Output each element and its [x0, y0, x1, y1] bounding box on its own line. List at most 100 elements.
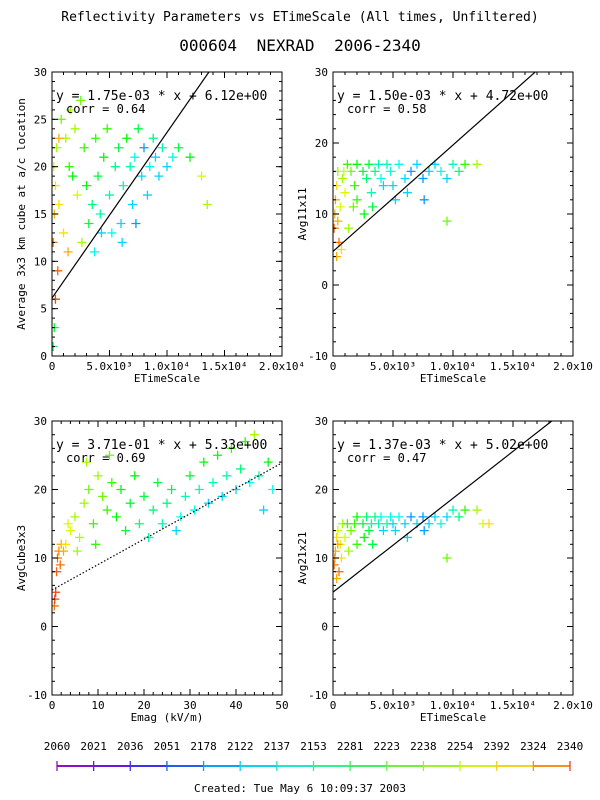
data-point [144, 532, 154, 542]
correlation-label: corr = 0.69 [66, 451, 145, 465]
data-point [368, 539, 378, 549]
data-point [352, 539, 362, 549]
y-tick-label: 10 [315, 208, 328, 221]
data-point [430, 512, 440, 522]
colorbar-label: 2021 [80, 740, 107, 753]
data-point [359, 532, 369, 542]
data-point [65, 105, 75, 115]
data-points [333, 505, 494, 584]
data-point [72, 190, 82, 200]
data-point [64, 162, 74, 172]
colorbar-label: 2324 [520, 740, 547, 753]
data-point [336, 245, 346, 254]
data-point [240, 437, 250, 447]
y-tick-label: 15 [34, 208, 47, 221]
data-point [88, 519, 98, 529]
x-tick-label: 1.5x10⁴ [490, 699, 536, 712]
data-point [171, 526, 181, 536]
colorbar-label: 2392 [483, 740, 510, 753]
data-point [59, 546, 68, 556]
colorbar-label: 2254 [447, 740, 474, 753]
data-point [76, 95, 86, 105]
data-point [96, 228, 106, 238]
data-point [424, 519, 434, 529]
data-point [93, 471, 103, 481]
data-point [348, 202, 358, 212]
correlation-label: corr = 0.47 [347, 451, 426, 465]
data-point [364, 159, 374, 169]
colorbar-label: 2178 [190, 740, 217, 753]
data-point [436, 166, 446, 176]
data-point [484, 519, 494, 529]
data-point [268, 485, 278, 494]
data-point [333, 574, 342, 584]
data-point [388, 181, 398, 191]
data-point [362, 174, 372, 183]
data-point [82, 457, 91, 467]
data-point [157, 143, 167, 153]
data-point [185, 152, 195, 162]
data-point [454, 512, 464, 522]
y-tick-label: 30 [34, 415, 47, 428]
data-point [472, 159, 482, 169]
data-point [102, 505, 112, 515]
data-point [139, 491, 149, 501]
data-point [105, 450, 114, 460]
data-point [145, 162, 155, 172]
data-point [87, 200, 97, 210]
y-axis-label: Average 3x3 km cube at a/c location [15, 98, 28, 330]
data-point [131, 218, 141, 228]
data-point [386, 512, 396, 522]
data-point [75, 532, 85, 542]
data-points [52, 95, 212, 352]
fit-equation: y = 3.71e-01 * x + 5.33e+00 [56, 438, 267, 453]
y-tick-label: 20 [34, 484, 47, 497]
colorbar-label: 2036 [117, 740, 144, 753]
data-point [128, 200, 137, 210]
data-point [236, 464, 246, 474]
data-point [118, 181, 128, 191]
data-point [56, 114, 66, 124]
y-tick-label: -10 [27, 689, 47, 702]
data-point [107, 228, 117, 238]
x-tick-label: 0 [330, 699, 337, 712]
y-tick-label: 30 [34, 66, 47, 79]
data-point [358, 519, 368, 529]
y-tick-label: 20 [315, 484, 328, 497]
data-point [406, 166, 416, 176]
data-point [388, 519, 398, 529]
data-point [338, 174, 348, 183]
data-point [174, 143, 183, 153]
y-tick-label: -10 [308, 689, 328, 702]
data-point [110, 162, 120, 172]
data-point [90, 247, 100, 257]
data-point [263, 457, 273, 467]
data-point [344, 223, 354, 233]
y-tick-label: 10 [34, 552, 47, 565]
data-point [442, 174, 452, 183]
data-point [84, 485, 94, 494]
data-point [55, 560, 65, 570]
chart-title: Reflectivity Parameters vs ETimeScale (A… [61, 10, 539, 25]
data-point [79, 143, 89, 153]
y-tick-label: 20 [34, 161, 47, 174]
data-point [460, 159, 470, 169]
data-point [68, 171, 78, 181]
data-point [102, 124, 112, 134]
colorbar-label: 2238 [410, 740, 437, 753]
data-point [342, 159, 352, 169]
data-point [133, 124, 143, 134]
data-point [154, 171, 164, 181]
data-point [442, 216, 452, 226]
data-point [63, 247, 73, 257]
fit-equation: y = 1.37e-03 * x + 5.02e+00 [337, 438, 548, 453]
scatter-panel-p4: 0 5.0x10³ 1.0x10⁴ 1.5x10⁴ 2.0x10-100102030ET… [296, 415, 593, 724]
colorbar-label: 2153 [300, 740, 327, 753]
data-point [84, 218, 94, 228]
y-tick-label: 0 [321, 279, 328, 292]
data-point [137, 171, 147, 181]
data-point [52, 587, 61, 597]
data-point [168, 152, 178, 162]
data-point [424, 166, 434, 176]
